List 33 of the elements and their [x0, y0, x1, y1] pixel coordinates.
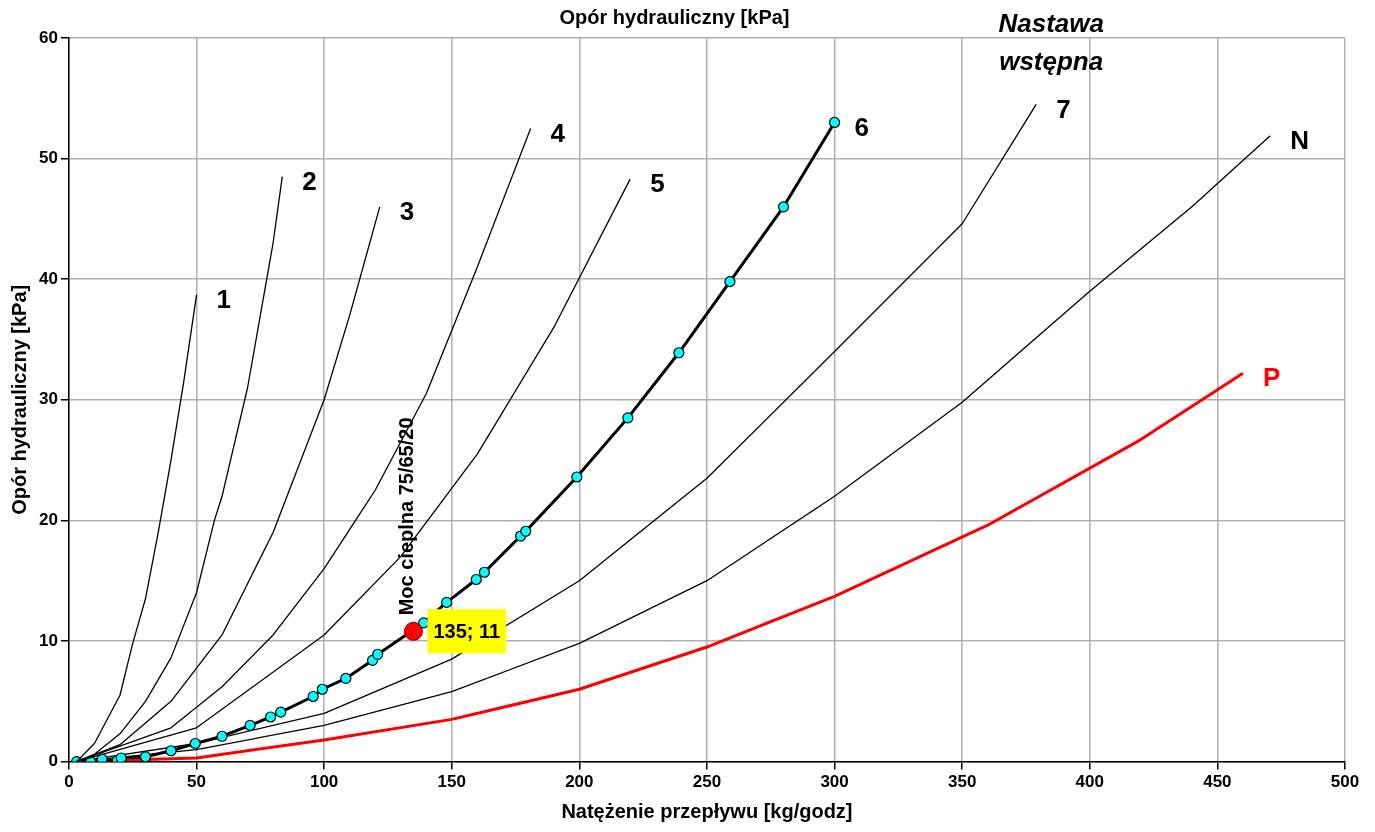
- x-tick-label: 450: [1203, 772, 1232, 792]
- series-label: P: [1262, 362, 1281, 393]
- y-tick-label: 40: [38, 268, 58, 288]
- y-tick-label: 20: [38, 510, 58, 530]
- x-tick-label: 500: [1330, 772, 1360, 792]
- y-tick-label: 0: [48, 751, 58, 771]
- legend-title: Nastawa wstępna: [998, 7, 1104, 76]
- series-label: 1: [216, 284, 231, 315]
- x-tick-label: 250: [692, 772, 722, 792]
- data-label: 135; 11: [433, 619, 501, 642]
- series-label: 7: [1056, 93, 1071, 124]
- x-tick-label: 150: [437, 772, 466, 792]
- series-label: 2: [302, 165, 317, 196]
- y-axis-title: Opór hydrauliczny [kPa]: [7, 284, 30, 515]
- x-axis-title: Natężenie przepływu [kg/godz]: [561, 799, 853, 822]
- x-tick-label: 400: [1075, 772, 1104, 792]
- series-label: N: [1290, 124, 1309, 155]
- x-tick-label: 50: [187, 772, 206, 792]
- series-label: 4: [550, 117, 566, 148]
- x-tick-label: 200: [565, 772, 594, 792]
- x-tick-label: 0: [64, 772, 74, 792]
- y-tick-label: 50: [38, 148, 58, 168]
- series-label: 3: [399, 196, 415, 227]
- annotation: Moc cieplna 75/65/20: [394, 417, 417, 616]
- y-tick-label: 10: [38, 630, 58, 650]
- x-tick-label: 100: [309, 772, 339, 792]
- series-label: 5: [650, 168, 665, 199]
- chart-title: Opór hydrauliczny [kPa]: [559, 5, 790, 28]
- x-tick-label: 300: [820, 772, 849, 792]
- x-tick-label: 350: [947, 772, 977, 792]
- y-tick-label: 30: [38, 389, 58, 409]
- series-label: 6: [854, 111, 870, 142]
- y-tick-label: 60: [38, 27, 58, 47]
